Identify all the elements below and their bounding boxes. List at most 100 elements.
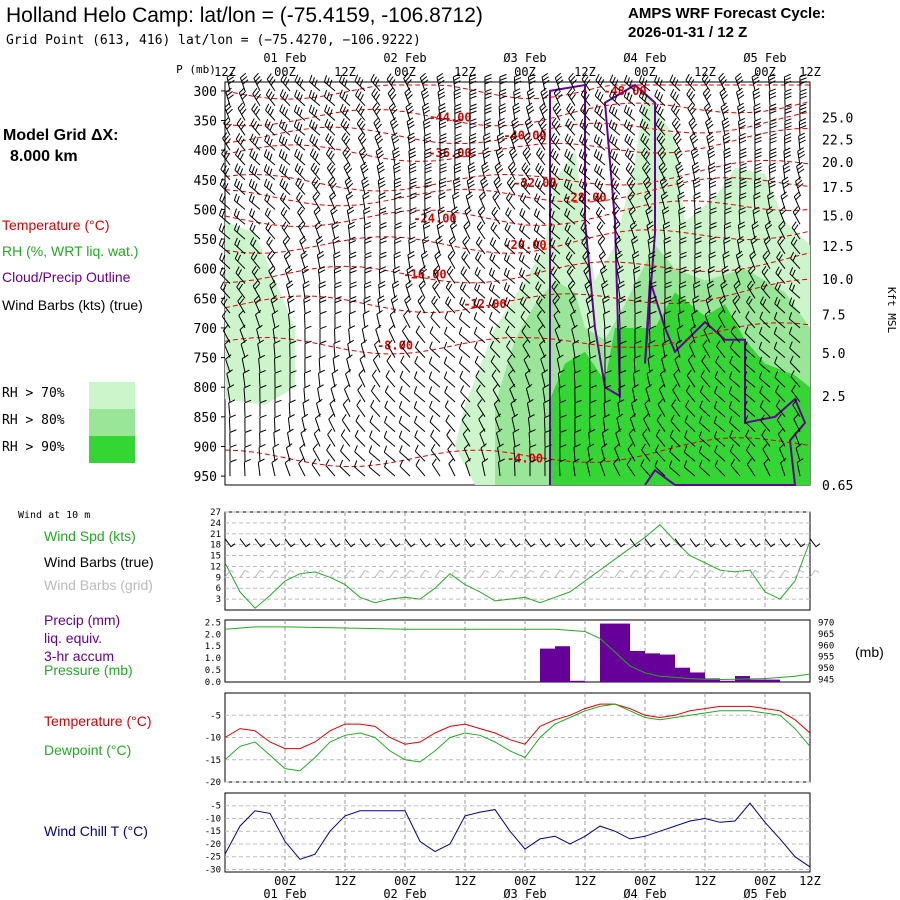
wind-barb <box>251 265 261 284</box>
wind-barb <box>333 340 341 358</box>
wind-barb <box>641 443 651 462</box>
wind-barb <box>554 324 561 343</box>
wind-barb <box>649 310 657 328</box>
wind-barb <box>408 236 416 254</box>
wind-barb <box>375 146 384 166</box>
wind-barb <box>497 443 504 462</box>
wind-barb <box>488 297 501 314</box>
temp-tick-label: -5 <box>210 711 221 721</box>
pressure-tick-label: 650 <box>194 292 217 307</box>
wind-barb <box>542 384 550 403</box>
wind-barb <box>534 252 546 270</box>
pressure-unit: (mb) <box>855 644 884 660</box>
wind-barb <box>259 429 267 447</box>
wind-barb <box>580 222 591 240</box>
wind-barb <box>640 133 651 151</box>
wind-barb <box>767 191 775 210</box>
wind-barb <box>439 148 447 165</box>
wind-barb <box>289 384 297 403</box>
wind-barb <box>604 370 612 388</box>
wind-barb <box>481 161 490 180</box>
wind-barb <box>308 89 321 107</box>
wind-barb <box>400 355 411 373</box>
wind-barb <box>758 371 771 388</box>
wind-barb <box>737 221 746 240</box>
wind-barb <box>326 443 336 462</box>
temperature-contour <box>224 437 811 468</box>
wind-barb <box>518 252 531 270</box>
wind-barb-grid <box>704 569 715 578</box>
wind-barb <box>698 445 711 462</box>
precip-accum-label: 3-hr accum <box>44 648 115 664</box>
wind-barb <box>468 147 477 166</box>
wind-barb <box>341 132 351 151</box>
wind-barb <box>601 280 609 299</box>
wind-barb <box>555 339 563 358</box>
wind-barb <box>544 429 552 447</box>
wind-barb <box>237 102 247 121</box>
wind-barb <box>632 384 639 403</box>
top-hour-label: 12Z <box>799 65 821 79</box>
wind-barb <box>662 221 671 240</box>
wind-barb <box>372 102 381 121</box>
wind-barb <box>406 117 415 136</box>
wind-barb <box>286 280 294 299</box>
precip-bar <box>765 679 780 682</box>
wind-barb <box>683 445 696 462</box>
wind-barb <box>769 118 777 136</box>
wind-barb <box>674 146 683 166</box>
wind-barb <box>349 266 357 284</box>
wind-barb-grid <box>239 569 250 578</box>
wind-barb <box>550 133 561 151</box>
wind-barbs-grid-label: Wind Barbs (grid) <box>44 577 153 593</box>
wind-barb <box>623 89 636 107</box>
wind-barb <box>310 162 321 181</box>
wind-barb <box>664 251 672 269</box>
wind-barb <box>274 355 282 373</box>
wind-barb <box>619 310 627 328</box>
wind-barb <box>671 399 681 418</box>
wind-barb <box>663 236 671 254</box>
wind-barb <box>677 310 685 328</box>
wind-barb <box>342 398 351 418</box>
wind-barb <box>284 458 291 477</box>
wind-barb <box>754 118 762 136</box>
wind-barb <box>473 297 486 314</box>
wind-barb <box>273 429 281 447</box>
wind-barb <box>744 341 756 358</box>
wind-barb <box>599 458 606 477</box>
model-grid-value: 8.000 km <box>10 148 78 165</box>
wind-barb <box>572 339 580 358</box>
wind-barb <box>460 266 471 284</box>
temperature-contour <box>224 229 811 254</box>
wind-barb <box>792 206 801 225</box>
wind-barb <box>595 207 606 225</box>
wind-barb <box>608 134 621 151</box>
wind-barb <box>325 147 336 166</box>
wind-barb <box>309 148 321 166</box>
wind-barb <box>598 250 607 269</box>
wind-barb <box>225 354 232 373</box>
pressure-label: Pressure (mb) <box>44 662 133 678</box>
wind-barb <box>540 87 549 106</box>
wind-barb <box>391 132 400 151</box>
wind-barb <box>762 250 771 269</box>
wind-barb <box>363 206 371 225</box>
wind-barb <box>643 413 651 432</box>
wind-barb <box>579 193 591 210</box>
wind-barb-grid <box>779 569 790 578</box>
wind-barb <box>348 325 356 343</box>
pressure-line <box>224 626 811 681</box>
wind-barb <box>616 265 624 284</box>
wind-barb <box>319 340 327 358</box>
wind-barb-true <box>674 538 686 548</box>
height-tick-label: 17.5 <box>822 181 853 196</box>
wind-barb <box>430 444 441 462</box>
wind-barb <box>474 355 486 373</box>
wind-barb <box>399 370 411 388</box>
wind-barb <box>304 325 312 343</box>
wind-barb <box>568 72 577 92</box>
wind-barb <box>572 458 580 477</box>
wind-barb <box>289 340 297 358</box>
